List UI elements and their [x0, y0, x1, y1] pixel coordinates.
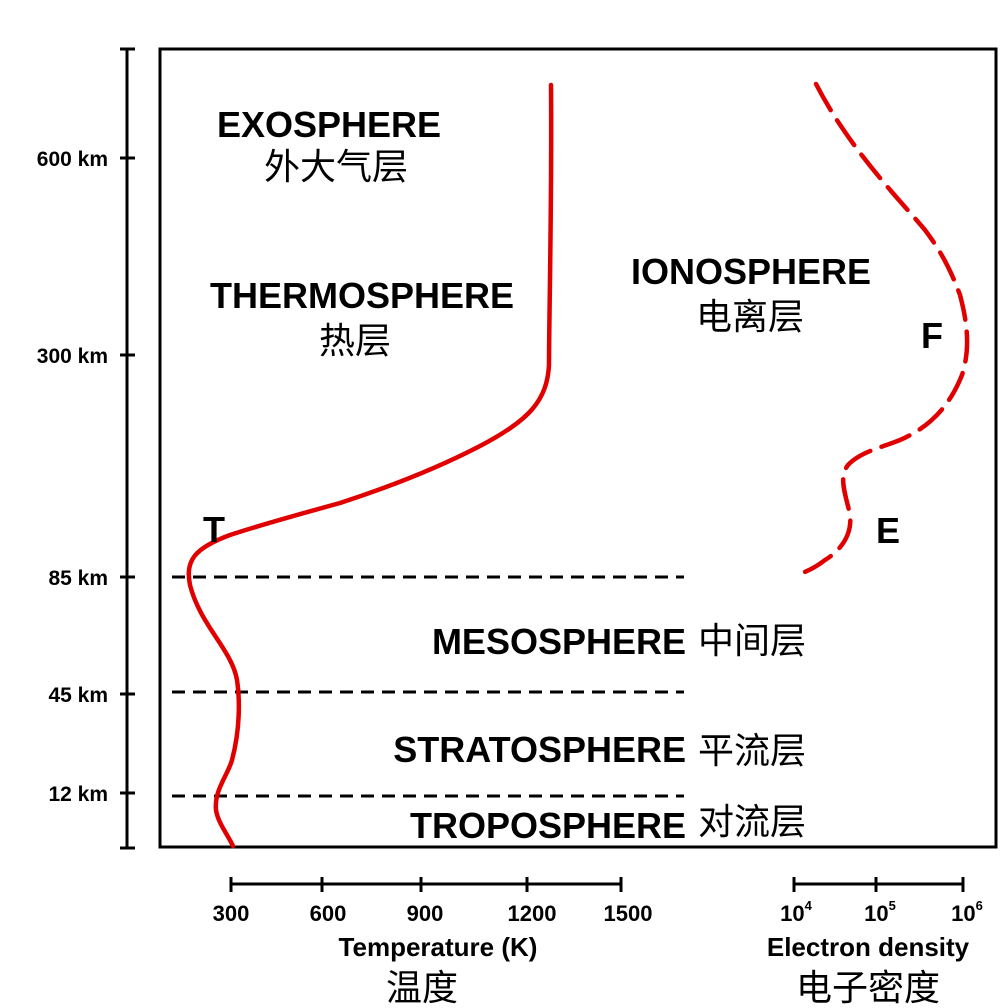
ionosphere-label: IONOSPHERE — [631, 251, 871, 292]
density-tick-label-1e4: 104 — [780, 898, 812, 926]
thermosphere-label-zh: 热层 — [319, 321, 391, 362]
marker-f: F — [921, 315, 943, 356]
altitude-axis: 600 km 300 km 85 km 45 km 12 km — [37, 47, 135, 850]
electron-density-curve — [797, 81, 970, 577]
exosphere-label-zh: 外大气层 — [264, 147, 408, 188]
altitude-label-12: 12 km — [48, 783, 108, 806]
density-tick-exp-1e4: 4 — [805, 898, 813, 913]
altitude-label-85: 85 km — [48, 567, 108, 590]
marker-t: T — [203, 509, 225, 550]
altitude-label-600: 600 km — [37, 148, 108, 171]
temperature-axis-title: Temperature (K) — [339, 932, 538, 962]
temperature-tick-label-900: 900 — [407, 901, 444, 926]
stratosphere-label-zh: 平流层 — [698, 731, 806, 772]
temperature-tick-label-300: 300 — [213, 901, 250, 926]
troposphere-label: TROPOSPHERE — [410, 805, 686, 846]
density-tick-exp-1e6: 6 — [976, 898, 983, 913]
exosphere-label: EXOSPHERE — [217, 104, 441, 145]
density-axis-title: Electron density — [767, 932, 970, 962]
ionosphere-label-zh: 电离层 — [696, 297, 804, 338]
temperature-tick-label-1200: 1200 — [508, 901, 557, 926]
marker-e: E — [876, 510, 900, 551]
mesosphere-label-zh: 中间层 — [698, 621, 806, 662]
altitude-label-300: 300 km — [37, 345, 108, 368]
stratosphere-label: STRATOSPHERE — [393, 729, 686, 770]
temperature-axis: 300 600 900 1200 1500 Temperature (K) 温度 — [213, 877, 653, 1008]
temperature-axis-title-zh: 温度 — [386, 968, 458, 1008]
density-tick-label-1e5: 105 — [864, 898, 896, 926]
mesosphere-label: MESOSPHERE — [432, 621, 686, 662]
density-tick-base-1e5: 10 — [864, 901, 888, 926]
thermosphere-label: THERMOSPHERE — [210, 275, 514, 316]
temperature-curve — [186, 82, 554, 849]
density-tick-base-1e4: 10 — [780, 901, 804, 926]
temperature-tick-label-600: 600 — [310, 901, 347, 926]
layer-boundaries — [172, 575, 684, 798]
temperature-tick-label-1500: 1500 — [604, 901, 653, 926]
diagram-frame — [158, 47, 998, 849]
electron-density-axis: 104 105 106 Electron density 电子密度 — [767, 877, 983, 1008]
density-tick-exp-1e5: 5 — [889, 898, 896, 913]
altitude-label-45: 45 km — [48, 684, 108, 707]
density-axis-title-zh: 电子密度 — [796, 968, 940, 1008]
density-tick-base-1e6: 10 — [951, 901, 975, 926]
troposphere-label-zh: 对流层 — [698, 802, 806, 843]
density-tick-label-1e6: 106 — [951, 898, 983, 926]
